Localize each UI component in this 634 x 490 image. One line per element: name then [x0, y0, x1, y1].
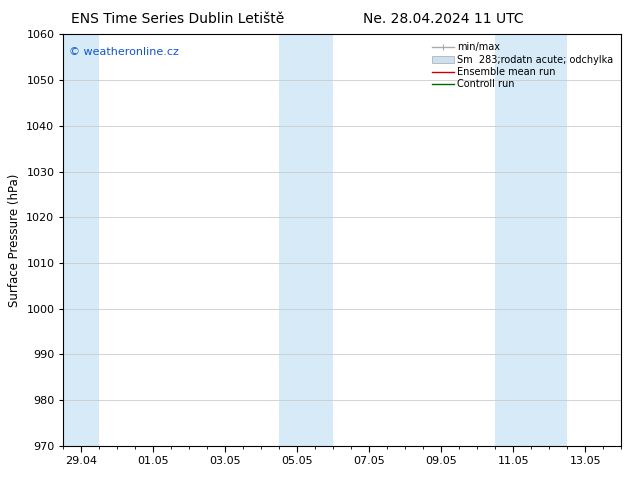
Bar [531, 34, 567, 446]
Legend: min/max, Sm  283;rodatn acute; odchylka, Ensemble mean run, Controll run: min/max, Sm 283;rodatn acute; odchylka, … [429, 39, 616, 92]
Y-axis label: Surface Pressure (hPa): Surface Pressure (hPa) [8, 173, 21, 307]
Text: Ne. 28.04.2024 11 UTC: Ne. 28.04.2024 11 UTC [363, 12, 524, 26]
Bar [495, 34, 531, 446]
Text: ENS Time Series Dublin Letiště: ENS Time Series Dublin Letiště [71, 12, 284, 26]
Bar [280, 34, 333, 446]
Bar [63, 34, 100, 446]
Text: © weatheronline.cz: © weatheronline.cz [69, 47, 179, 57]
